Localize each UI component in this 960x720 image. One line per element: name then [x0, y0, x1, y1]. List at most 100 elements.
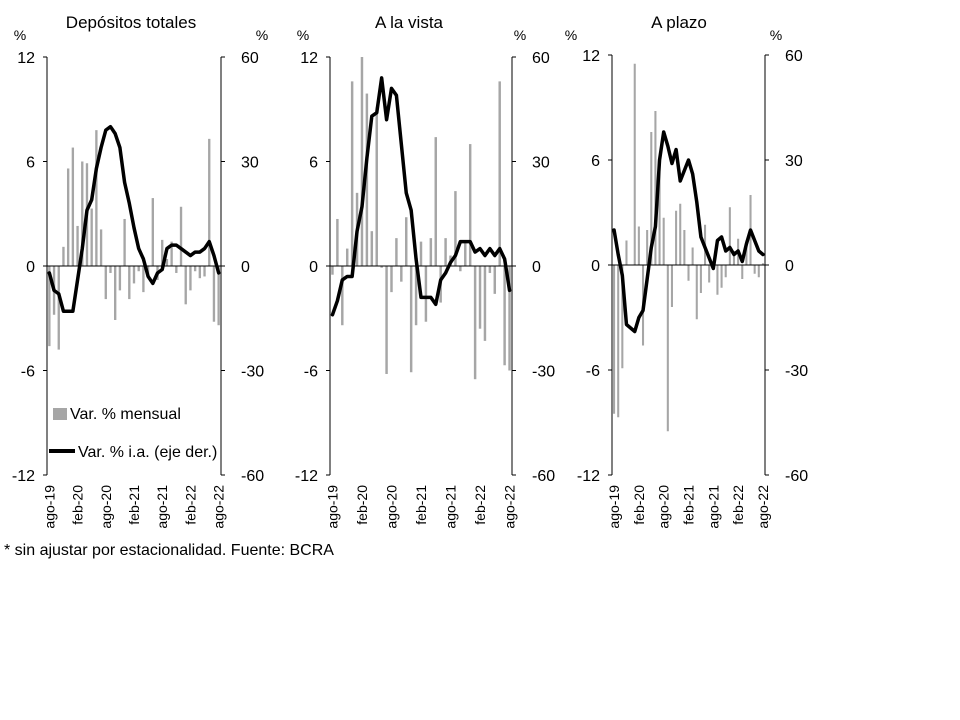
bar-mensual	[71, 147, 75, 266]
right-tick-label: 0	[532, 259, 541, 276]
left-tick-label: -12	[295, 468, 318, 485]
bar-mensual	[429, 238, 433, 266]
bar-mensual	[179, 206, 183, 266]
right-tick-label: 30	[241, 155, 259, 172]
bar-mensual	[695, 265, 698, 320]
bar-mensual	[679, 203, 682, 265]
left-tick-label: -6	[21, 364, 35, 381]
right-tick-label: 60	[532, 50, 550, 67]
x-tick-label: feb-20	[354, 485, 370, 525]
right-tick-label: 30	[785, 153, 803, 170]
bar-mensual	[95, 130, 98, 266]
bar-mensual	[670, 265, 673, 307]
bar-mensual	[48, 266, 51, 347]
bar-mensual	[488, 266, 492, 273]
bar-mensual	[419, 241, 423, 266]
x-tick-label: feb-21	[681, 485, 697, 525]
bar-mensual	[81, 161, 84, 266]
right-tick-label: 30	[532, 155, 550, 172]
bar-mensual	[424, 266, 428, 322]
right-axis-unit: %	[514, 27, 526, 43]
left-tick-label: -6	[304, 364, 318, 381]
footnote: * sin ajustar por estacionalidad. Fuente…	[4, 542, 334, 559]
x-tick-label: feb-21	[126, 485, 142, 525]
bar-mensual	[493, 266, 497, 294]
x-tick-label: ago-21	[443, 485, 459, 529]
bar-mensual	[633, 63, 636, 265]
bar-mensual	[99, 229, 103, 266]
bar-mensual	[175, 266, 178, 273]
bar-mensual	[375, 107, 378, 266]
bar-mensual	[625, 240, 628, 265]
chart-title: A la vista	[375, 13, 444, 32]
bar-mensual	[184, 266, 187, 305]
bar-mensual	[675, 210, 678, 265]
bar-mensual	[118, 266, 122, 291]
x-tick-label: feb-22	[182, 485, 198, 525]
bar-mensual	[151, 198, 154, 266]
bar-mensual	[691, 247, 694, 265]
bar-mensual	[90, 208, 93, 266]
bar-mensual	[646, 230, 649, 265]
left-tick-label: 12	[582, 48, 600, 65]
bar-mensual	[114, 266, 117, 320]
bar-mensual	[724, 265, 727, 278]
x-tick-label: ago-21	[705, 485, 721, 529]
right-tick-label: -30	[785, 363, 808, 380]
bar-mensual	[341, 266, 344, 326]
left-tick-label: 6	[26, 155, 35, 172]
bar-mensual	[161, 239, 164, 267]
bar-mensual	[365, 93, 369, 266]
x-tick-label: ago-20	[656, 485, 672, 529]
bar-mensual	[350, 81, 354, 266]
legend: Var. % mensual Var. % i.a. (eje der.)	[49, 406, 217, 461]
bar-mensual	[128, 266, 131, 300]
left-axis-unit: %	[565, 27, 577, 43]
bar-mensual	[468, 144, 472, 266]
bar-mensual	[699, 265, 702, 293]
bar-mensual	[745, 240, 748, 265]
bar-mensual	[613, 265, 616, 414]
left-tick-label: -12	[12, 468, 35, 485]
x-tick-label: ago-22	[755, 485, 771, 529]
bar-mensual	[170, 241, 173, 266]
x-tick-label: ago-19	[324, 485, 340, 529]
right-tick-label: -60	[241, 468, 264, 485]
right-tick-label: -60	[785, 468, 808, 485]
bar-mensual	[203, 266, 206, 277]
bar-mensual	[498, 81, 501, 266]
bar-mensual	[331, 266, 334, 275]
chart-title: Depósitos totales	[66, 13, 196, 32]
bar-mensual	[370, 231, 374, 266]
bar-mensual	[395, 238, 398, 266]
bar-mensual	[409, 266, 413, 373]
bar-mensual	[708, 265, 711, 283]
bar-mensual	[654, 111, 657, 265]
bar-mensual	[400, 266, 403, 282]
x-tick-label: feb-20	[70, 485, 86, 525]
line-interanual	[330, 76, 512, 317]
left-tick-label: 6	[591, 153, 600, 170]
line-interanual	[612, 130, 765, 334]
bar-mensual	[345, 248, 349, 266]
bar-mensual	[142, 266, 145, 293]
bar-mensual	[76, 225, 79, 266]
right-tick-label: 0	[785, 258, 794, 275]
x-tick-label: ago-21	[154, 485, 170, 529]
legend-bar-label: Var. % mensual	[70, 406, 181, 423]
x-tick-label: ago-19	[606, 485, 622, 529]
bar-mensual	[360, 57, 364, 266]
left-tick-label: 6	[309, 155, 318, 172]
line-interanual	[47, 124, 221, 314]
bar-mensual	[459, 266, 462, 272]
bar-mensual	[753, 265, 756, 274]
bar-mensual	[757, 265, 760, 278]
bar-mensual	[637, 226, 640, 265]
bar-mensual	[728, 207, 731, 265]
right-axis-unit: %	[256, 27, 268, 43]
bar-mensual	[208, 138, 211, 266]
x-tick-label: ago-19	[41, 485, 57, 529]
bar-mensual	[687, 265, 690, 281]
bar-mensual	[478, 266, 482, 329]
